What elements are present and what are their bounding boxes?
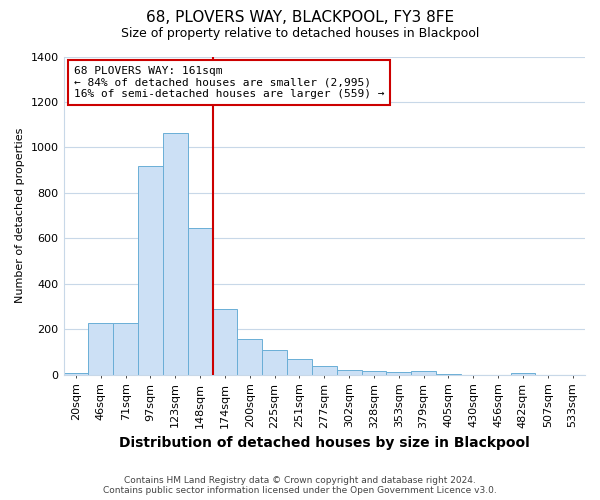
Bar <box>64 372 88 375</box>
Bar <box>436 374 461 375</box>
Bar <box>238 338 262 375</box>
Bar <box>212 310 238 375</box>
Bar <box>511 372 535 375</box>
Y-axis label: Number of detached properties: Number of detached properties <box>15 128 25 304</box>
Bar <box>138 166 163 375</box>
Bar <box>262 350 287 375</box>
Bar <box>113 323 138 375</box>
Bar <box>411 371 436 375</box>
Bar <box>88 323 113 375</box>
Bar <box>312 366 337 375</box>
Text: 68 PLOVERS WAY: 161sqm
← 84% of detached houses are smaller (2,995)
16% of semi-: 68 PLOVERS WAY: 161sqm ← 84% of detached… <box>74 66 385 100</box>
Text: Contains HM Land Registry data © Crown copyright and database right 2024.
Contai: Contains HM Land Registry data © Crown c… <box>103 476 497 495</box>
X-axis label: Distribution of detached houses by size in Blackpool: Distribution of detached houses by size … <box>119 436 530 450</box>
Bar <box>163 132 188 375</box>
Bar <box>188 228 212 375</box>
Bar <box>362 372 386 375</box>
Bar <box>337 370 362 375</box>
Text: 68, PLOVERS WAY, BLACKPOOL, FY3 8FE: 68, PLOVERS WAY, BLACKPOOL, FY3 8FE <box>146 10 454 25</box>
Text: Size of property relative to detached houses in Blackpool: Size of property relative to detached ho… <box>121 28 479 40</box>
Bar <box>386 372 411 375</box>
Bar <box>287 359 312 375</box>
